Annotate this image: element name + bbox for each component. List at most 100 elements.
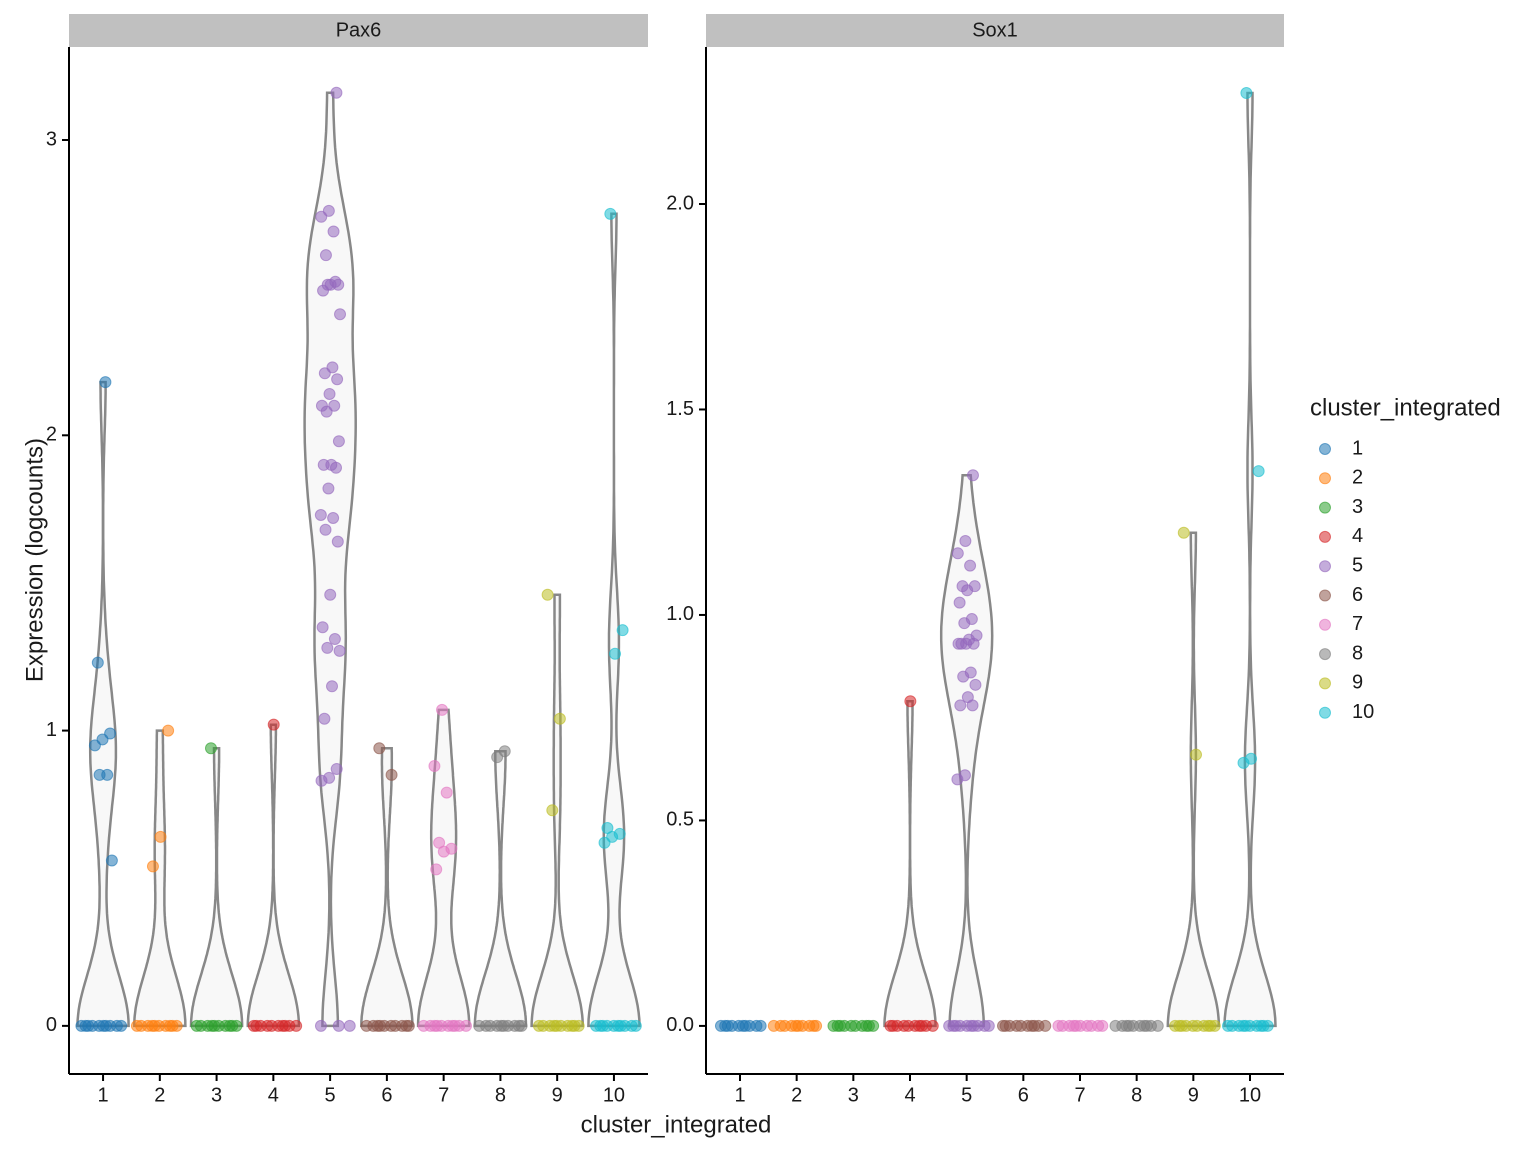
point <box>541 588 554 601</box>
x-tick-label: 8 <box>1131 1084 1142 1106</box>
point <box>99 376 112 389</box>
point <box>1014 1019 1027 1032</box>
point <box>491 751 504 764</box>
point <box>965 1019 978 1032</box>
point <box>146 1019 159 1032</box>
point <box>952 637 965 650</box>
legend-label: 8 <box>1352 642 1363 664</box>
point <box>265 1019 278 1032</box>
point <box>849 1019 862 1032</box>
point <box>604 207 617 220</box>
point <box>807 1019 820 1032</box>
point <box>97 1019 110 1032</box>
point <box>484 1019 497 1032</box>
point <box>326 680 339 693</box>
point <box>1240 87 1253 100</box>
point <box>79 1019 92 1032</box>
point <box>154 830 167 843</box>
point <box>333 644 346 657</box>
point <box>1025 1019 1038 1032</box>
point <box>330 461 343 474</box>
violin <box>246 723 301 1028</box>
x-tick-label: 7 <box>438 1084 449 1106</box>
point <box>330 86 343 99</box>
violin <box>473 750 528 1028</box>
point <box>609 647 622 660</box>
violin <box>1223 91 1277 1028</box>
point <box>982 1019 995 1032</box>
x-tick-label: 2 <box>154 1084 165 1106</box>
legend-swatch <box>1319 618 1331 631</box>
point <box>146 860 159 873</box>
legend-label: 2 <box>1352 467 1363 489</box>
point <box>789 1019 802 1032</box>
point <box>135 1019 148 1032</box>
point <box>334 308 347 321</box>
point <box>223 1019 236 1032</box>
point <box>966 469 979 482</box>
legend-label: 6 <box>1352 584 1363 606</box>
point <box>105 854 118 867</box>
legend-swatch <box>1319 589 1331 602</box>
point <box>957 670 970 683</box>
point <box>964 559 977 572</box>
legend-label: 9 <box>1352 672 1363 694</box>
x-tick-label: 9 <box>1188 1084 1199 1106</box>
legend-swatch <box>1319 648 1331 661</box>
x-tick-label: 4 <box>268 1084 279 1106</box>
strip-header <box>69 14 648 47</box>
point <box>327 225 340 238</box>
legend-swatch <box>1319 443 1331 455</box>
x-tick-label: 1 <box>97 1084 108 1106</box>
legend-label: 4 <box>1352 525 1363 547</box>
x-tick-label: 4 <box>904 1084 915 1106</box>
point <box>428 760 441 773</box>
point <box>1237 1019 1250 1032</box>
x-tick-label: 9 <box>552 1084 563 1106</box>
point <box>1096 1019 1109 1032</box>
point <box>319 249 332 262</box>
x-tick-label: 5 <box>961 1084 972 1106</box>
point <box>314 1019 327 1032</box>
violin <box>133 729 187 1028</box>
legend-label: 7 <box>1352 613 1363 635</box>
point <box>88 739 101 752</box>
legend-swatch <box>1319 677 1331 690</box>
point <box>430 863 443 876</box>
point <box>319 523 332 536</box>
point <box>1237 756 1250 769</box>
point <box>373 742 386 755</box>
point <box>831 1019 844 1032</box>
violin <box>587 212 641 1028</box>
point <box>93 768 106 781</box>
legend-swatch <box>1319 530 1331 543</box>
point <box>546 804 559 817</box>
violin <box>416 708 471 1028</box>
x-tick-label: 10 <box>603 1084 625 1106</box>
point <box>323 387 336 400</box>
point <box>322 482 335 495</box>
point <box>205 1019 218 1032</box>
point <box>436 703 449 716</box>
point <box>371 1019 384 1032</box>
y-tick-label: 1.0 <box>666 603 694 625</box>
point <box>1056 1019 1069 1032</box>
point <box>719 1019 732 1032</box>
point <box>428 1019 441 1032</box>
point <box>1173 1019 1186 1032</box>
point <box>629 1019 642 1032</box>
point <box>778 1019 791 1032</box>
point <box>612 1019 625 1032</box>
point <box>953 596 966 609</box>
point <box>1226 1019 1239 1032</box>
legend-label: 3 <box>1352 496 1363 518</box>
point <box>961 584 974 597</box>
strip-header <box>706 14 1284 47</box>
point <box>1254 1019 1267 1032</box>
x-tick-label: 3 <box>848 1084 859 1106</box>
violin <box>1166 531 1221 1028</box>
point <box>954 699 967 712</box>
legend-label: 5 <box>1352 554 1363 576</box>
y-tick-label: 3 <box>46 128 57 150</box>
